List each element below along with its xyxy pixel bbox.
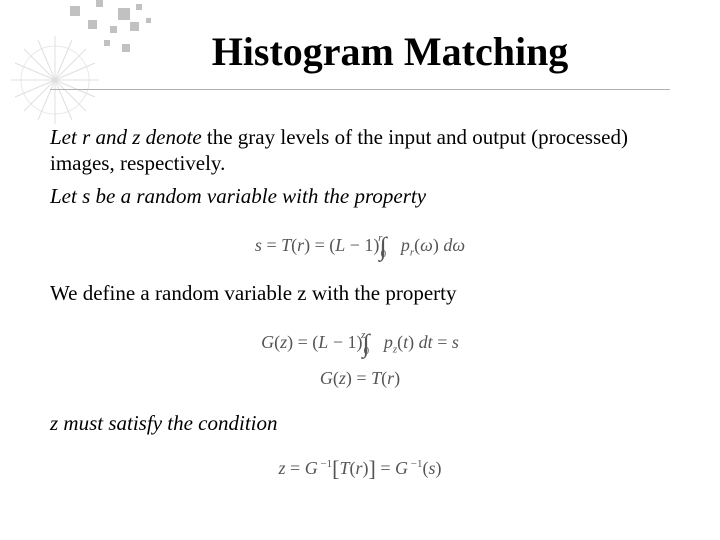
title-rule — [50, 89, 670, 90]
slide-content: Histogram Matching Let r and z denote th… — [0, 0, 720, 540]
equation-2: G(z) = (L − 1)∫0z pz(t) dt = s G(z) = T(… — [50, 320, 670, 392]
paragraph-4: z must satisfy the condition — [50, 410, 670, 436]
paragraph-3: We define a random variable z with the p… — [50, 280, 670, 306]
equation-3: z = G −1[T(r)] = G −1(s) — [50, 450, 670, 483]
slide-title: Histogram Matching — [110, 28, 670, 75]
paragraph-2: Let s be a random variable with the prop… — [50, 183, 670, 209]
paragraph-1: Let r and z denote the gray levels of th… — [50, 124, 670, 177]
equation-1: s = T(r) = (L − 1)∫0r pr(ω) dω — [50, 223, 670, 262]
p1-italic: Let r and z denote — [50, 125, 207, 149]
